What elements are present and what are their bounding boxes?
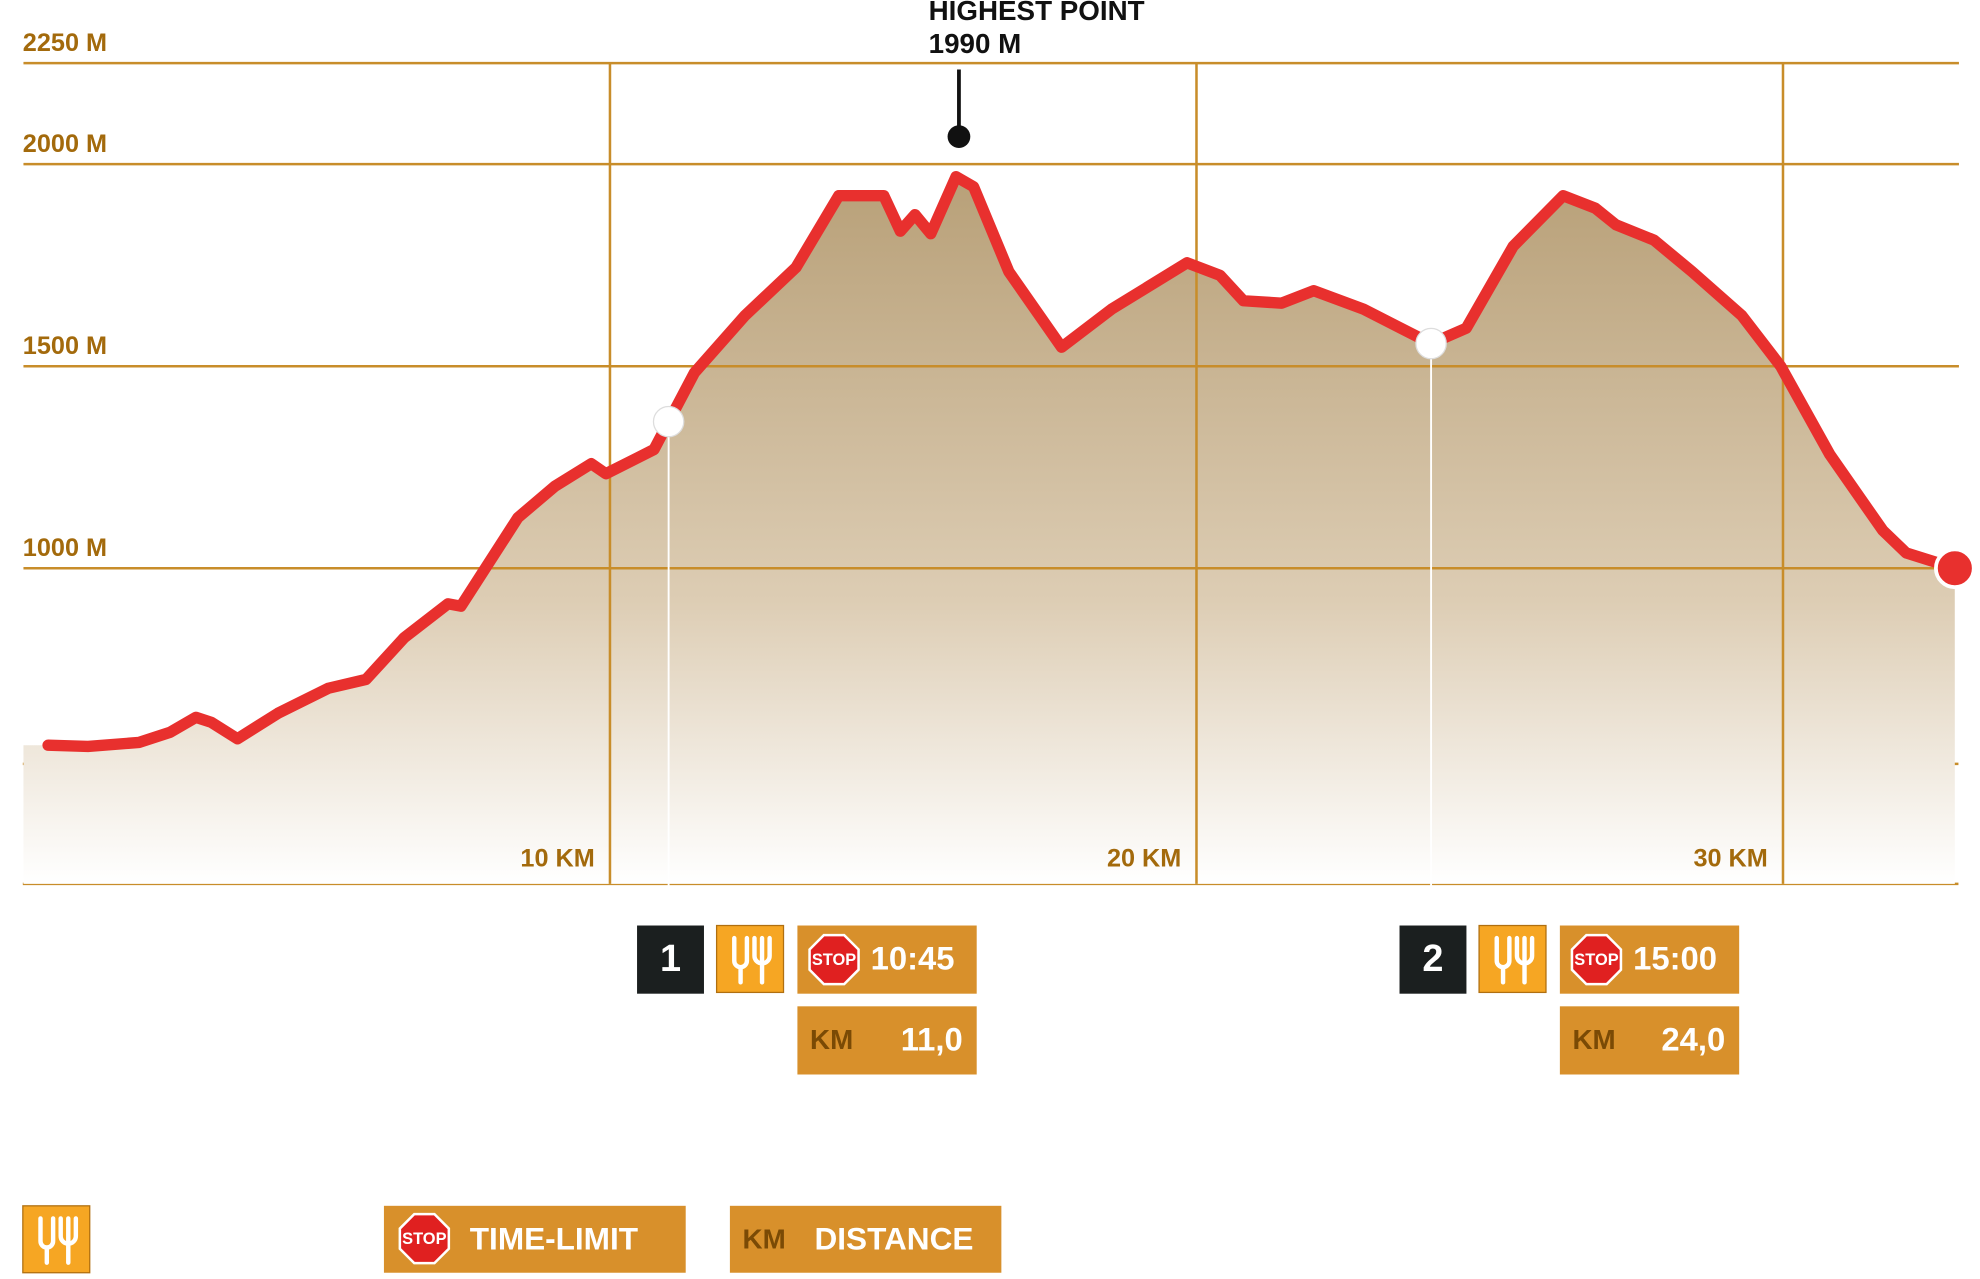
y-tick-label: 1500 M xyxy=(23,332,107,360)
y-tick-label: 1000 M xyxy=(23,534,107,562)
x-tick-label: 30 KM xyxy=(1693,845,1767,873)
legend-distance: DISTANCE xyxy=(814,1221,973,1257)
legend-time-limit: TIME-LIMIT xyxy=(470,1221,638,1257)
time-limit: 10:45 xyxy=(871,940,955,977)
km-unit: KM xyxy=(1573,1024,1616,1055)
food-icon xyxy=(1478,924,1547,994)
station-point xyxy=(652,405,685,438)
annotation-value: 1990 M xyxy=(929,28,1022,59)
km-value: 11,0 xyxy=(901,1020,963,1057)
legend-km: KM xyxy=(743,1223,786,1254)
station-number: 1 xyxy=(660,938,681,980)
km-unit: KM xyxy=(810,1024,853,1055)
food-box xyxy=(715,924,785,994)
y-tick-label: 2000 M xyxy=(23,130,107,158)
legend-distance-box xyxy=(729,1205,1002,1273)
km-box xyxy=(1559,1006,1740,1075)
y-tick-label: 2250 M xyxy=(23,29,107,57)
km-box xyxy=(797,1006,977,1075)
food-box xyxy=(22,1205,91,1274)
stop-sign xyxy=(808,933,860,986)
stop-sign xyxy=(398,1212,451,1265)
station-point xyxy=(1415,327,1447,360)
stop-text: STOP xyxy=(402,1230,446,1248)
stop-sign xyxy=(1570,933,1623,986)
fork-knife xyxy=(38,1216,79,1265)
food-icon xyxy=(715,924,785,994)
x-tick-label: 20 KM xyxy=(1107,845,1181,873)
fork-knife xyxy=(1494,935,1535,985)
time-limit: 15:00 xyxy=(1633,940,1717,977)
area-fill xyxy=(23,176,1955,884)
annotation-dot xyxy=(947,125,971,148)
food-box xyxy=(1478,924,1547,994)
annotation-title: HIGHEST POINT xyxy=(929,0,1145,26)
stop-text: STOP xyxy=(1574,951,1618,969)
station-number: 2 xyxy=(1422,938,1443,980)
station-number-box xyxy=(1399,925,1467,994)
x-tick-label: 10 KM xyxy=(520,845,594,873)
finish-point xyxy=(1934,547,1976,590)
station-number-box xyxy=(637,925,704,994)
food-icon xyxy=(22,1205,91,1274)
km-value: 24,0 xyxy=(1661,1020,1725,1057)
fork-knife xyxy=(732,935,772,985)
stop-text: STOP xyxy=(812,951,856,969)
elevation-line xyxy=(42,170,1961,753)
